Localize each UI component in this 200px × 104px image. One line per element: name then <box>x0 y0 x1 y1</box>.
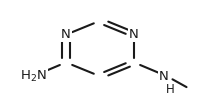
Text: $\mathregular{H_2N}$: $\mathregular{H_2N}$ <box>20 69 46 84</box>
Text: N: N <box>129 28 139 41</box>
Text: N: N <box>159 70 168 83</box>
Text: H: H <box>166 83 175 96</box>
Text: N: N <box>61 28 71 41</box>
